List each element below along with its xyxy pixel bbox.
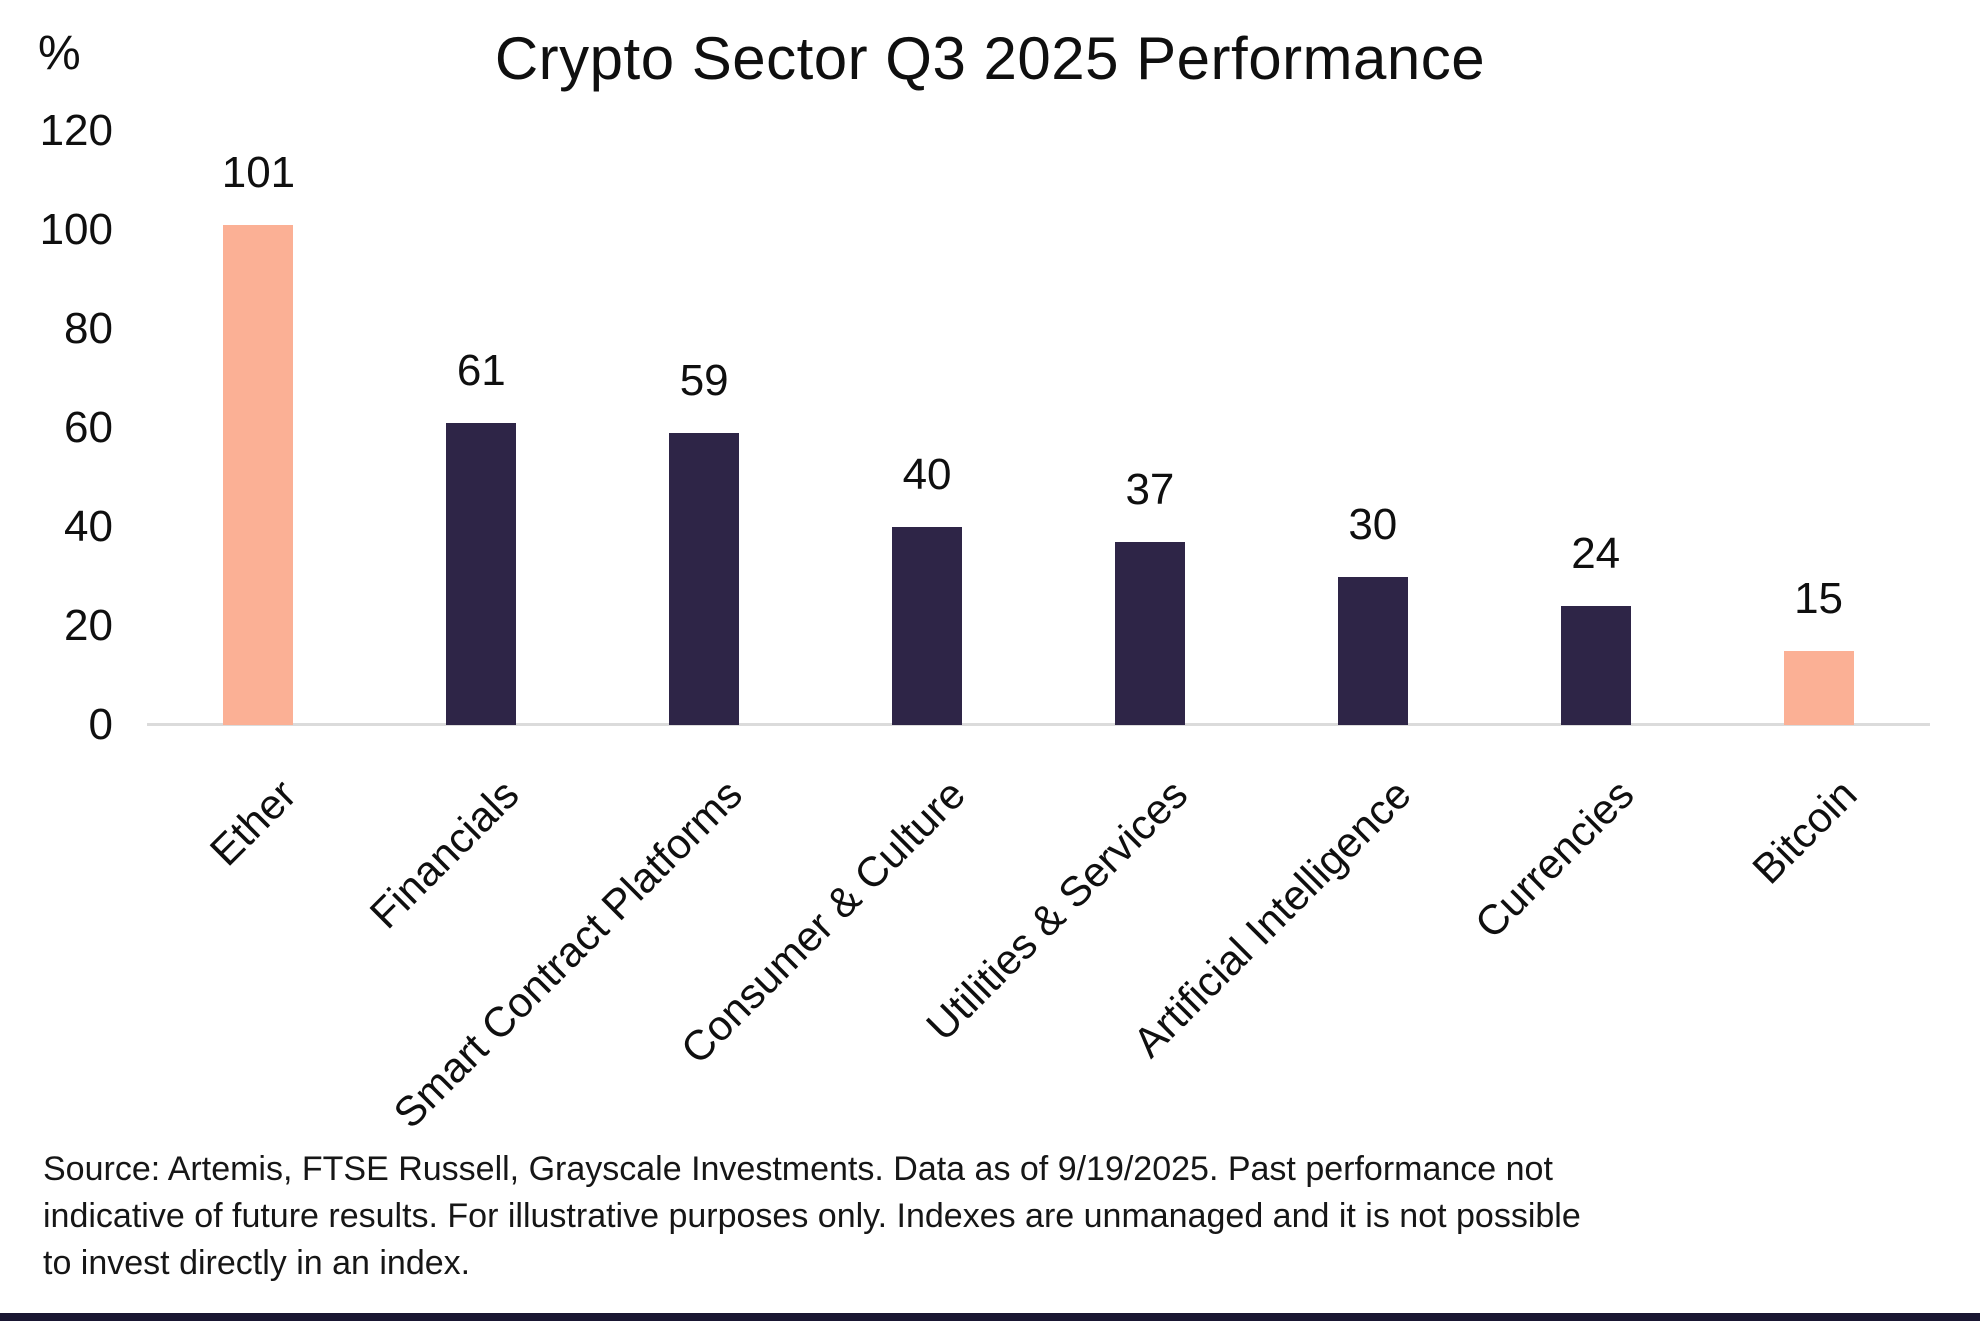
y-axis-tick-label: 100 xyxy=(39,205,113,254)
bar-smart-contract-platforms xyxy=(669,432,740,725)
bar-utilities-services xyxy=(1114,541,1185,725)
chart-title: Crypto Sector Q3 2025 Performance xyxy=(494,25,1486,92)
bar-value-label: 59 xyxy=(679,355,729,405)
footer-accent-bar xyxy=(0,1313,1980,1321)
bar-value-label: 37 xyxy=(1125,464,1175,514)
bar-consumer-culture xyxy=(892,527,963,725)
y-axis-tick-label: 20 xyxy=(64,601,113,650)
bar-artificial-intelligence xyxy=(1337,576,1408,725)
bar-ether xyxy=(223,225,294,725)
x-axis-category-label: Bitcoin xyxy=(1313,770,1865,892)
bar-value-label: 101 xyxy=(221,148,296,198)
source-note: Source: Artemis, FTSE Russell, Grayscale… xyxy=(43,1146,1943,1287)
bar-value-label: 40 xyxy=(902,450,952,499)
x-axis-line xyxy=(147,723,1930,726)
bar-value-label: 24 xyxy=(1571,529,1621,579)
bar-bitcoin xyxy=(1783,650,1854,725)
bar-value-label: 15 xyxy=(1794,573,1844,623)
y-axis-tick-label: 80 xyxy=(64,304,113,353)
y-axis-tick-label: 0 xyxy=(88,700,113,749)
bar-value-label: 30 xyxy=(1348,499,1398,549)
bar-value-label: 61 xyxy=(456,346,506,396)
y-axis-tick-label: 40 xyxy=(64,502,113,551)
source-note-line: to invest directly in an index. xyxy=(43,1244,471,1282)
y-axis-unit-label: % xyxy=(38,27,81,80)
bar-currencies xyxy=(1560,606,1631,725)
source-note-line: indicative of future results. For illust… xyxy=(43,1197,1581,1235)
source-note-line: Source: Artemis, FTSE Russell, Grayscale… xyxy=(43,1150,1553,1188)
x-axis-category-text: Bitcoin xyxy=(1742,770,1866,893)
bar-financials xyxy=(446,423,517,725)
y-axis-tick-label: 120 xyxy=(39,106,113,155)
y-axis-tick-label: 60 xyxy=(64,403,113,452)
